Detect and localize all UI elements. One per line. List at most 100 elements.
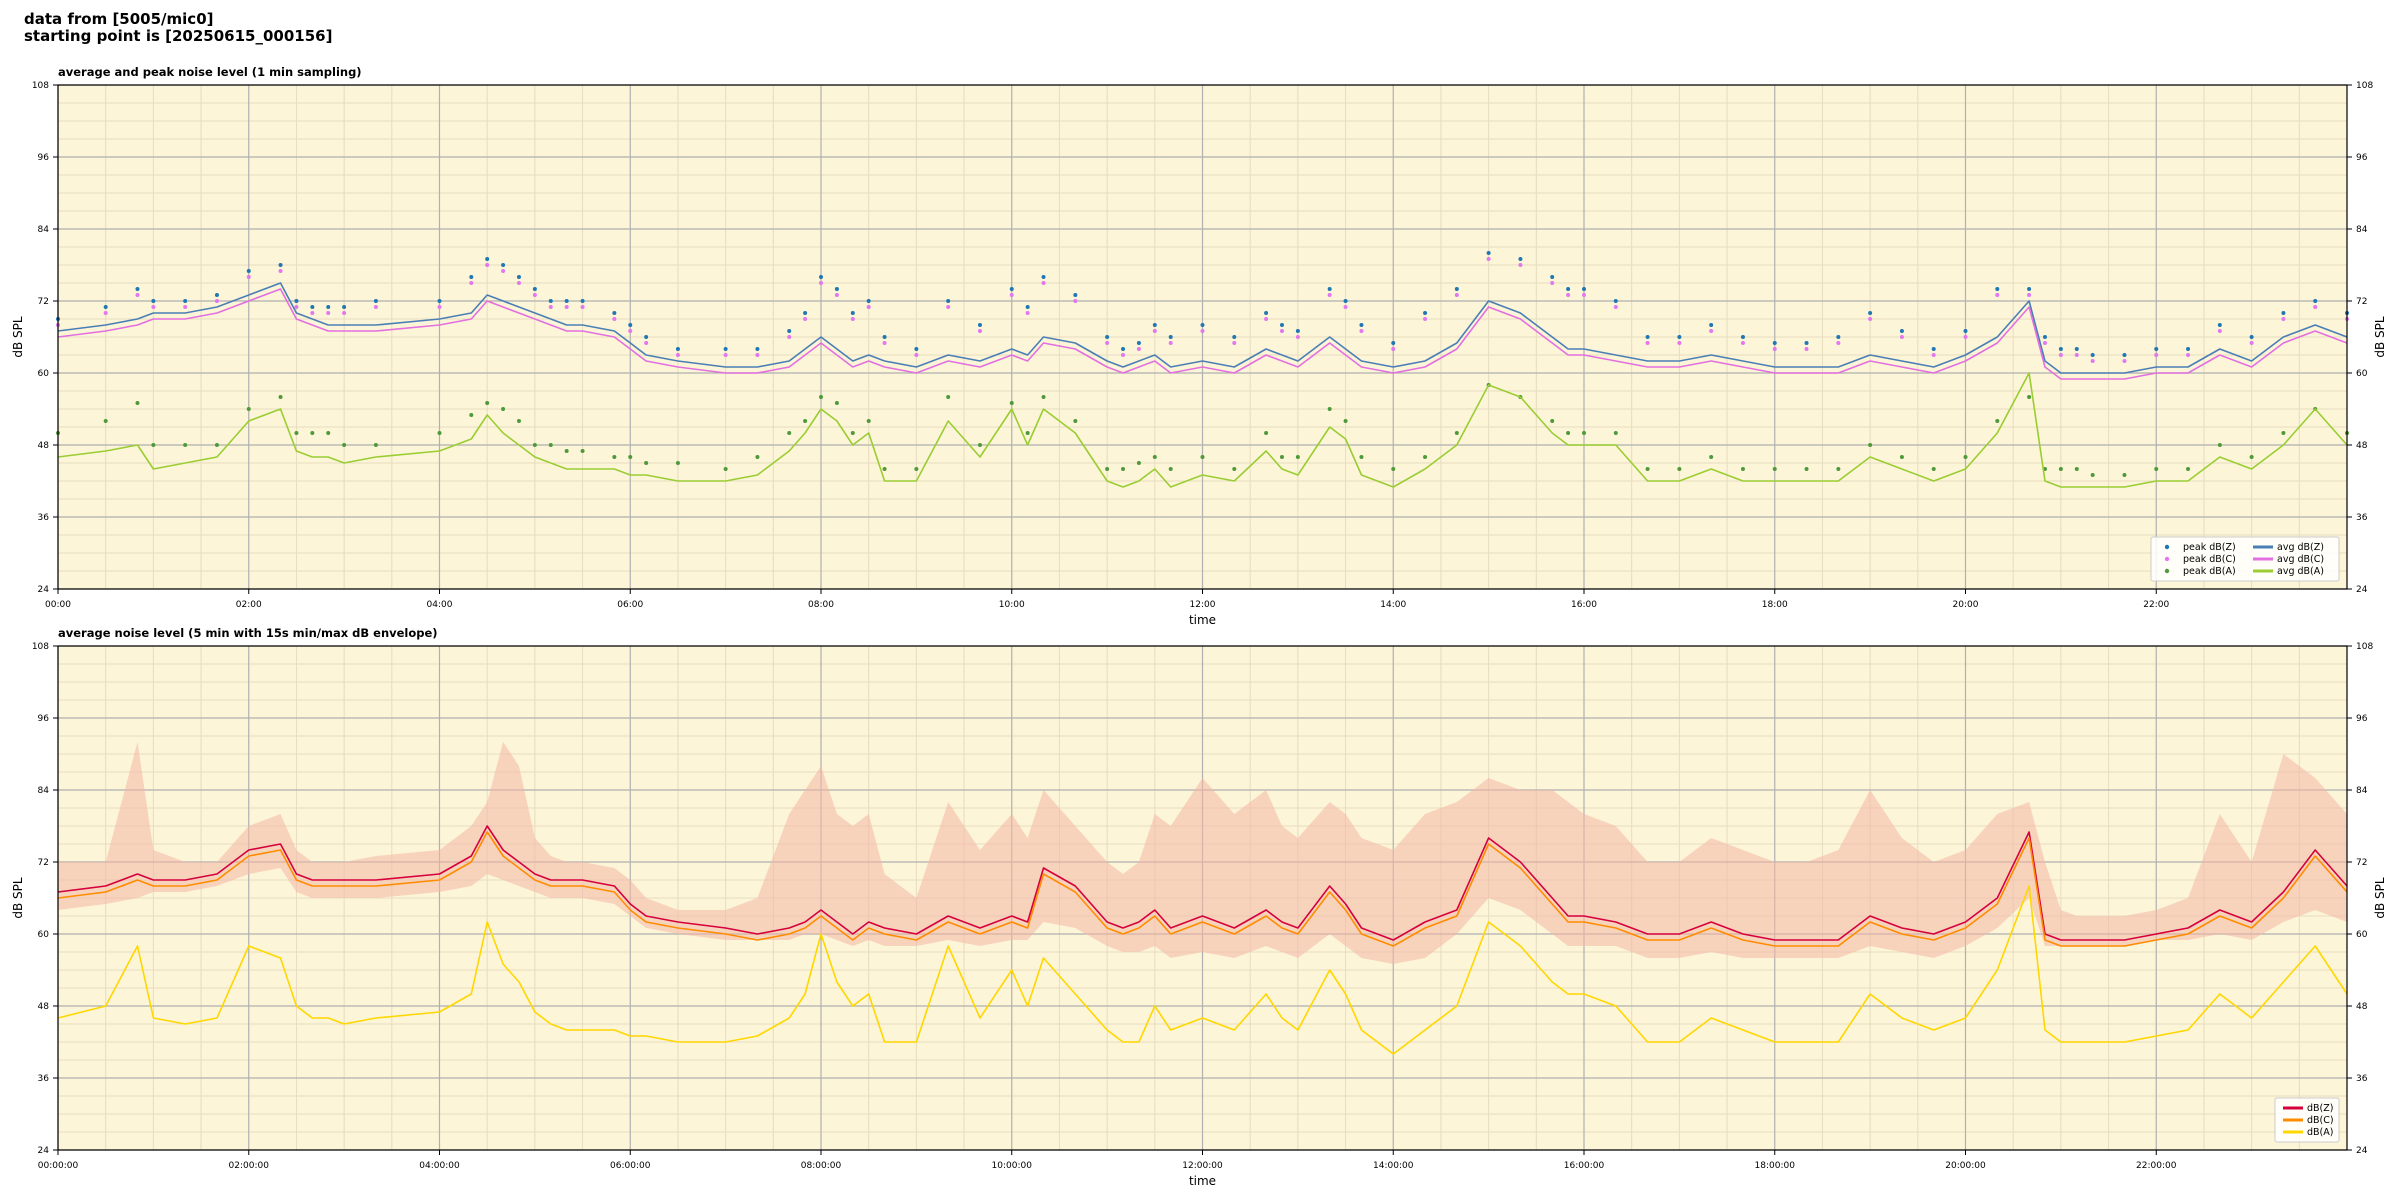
point-peak-db-a xyxy=(1327,407,1332,411)
point-peak-db-a xyxy=(548,443,553,447)
point-peak-db-a xyxy=(834,401,839,405)
point-peak-db-c xyxy=(1009,293,1014,297)
point-peak-db-a xyxy=(214,443,219,447)
point-peak-db-a xyxy=(326,431,331,435)
series-line-db-c xyxy=(57,831,2348,947)
point-peak-db-a xyxy=(1343,419,1348,423)
point-peak-db-c xyxy=(1582,293,1586,297)
point-peak-db-z xyxy=(580,299,585,303)
chart-title: average and peak noise level (1 min samp… xyxy=(58,65,362,79)
point-peak-db-a xyxy=(1566,431,1571,435)
point-peak-db-z xyxy=(946,299,951,303)
point-peak-db-a xyxy=(342,443,347,447)
point-peak-db-a xyxy=(2122,473,2127,477)
y-axis-label-right: dB SPL xyxy=(2373,877,2387,919)
point-peak-db-c xyxy=(2217,329,2222,333)
point-peak-db-c xyxy=(2074,353,2079,357)
point-peak-db-a xyxy=(1677,467,1682,471)
ytick-label-left: 84 xyxy=(38,786,50,796)
point-peak-db-c xyxy=(342,311,347,315)
point-peak-db-c xyxy=(2058,353,2063,357)
point-peak-db-c xyxy=(103,311,108,315)
legend-label-db-a: dB(A) xyxy=(2307,1127,2333,1138)
point-peak-db-c xyxy=(1899,335,1904,339)
point-peak-db-c xyxy=(246,275,251,279)
point-peak-db-c xyxy=(580,305,585,309)
point-peak-db-z xyxy=(2090,353,2095,357)
point-peak-db-a xyxy=(1136,461,1141,465)
point-peak-db-a xyxy=(2058,467,2063,471)
ytick-label-left: 108 xyxy=(32,642,49,652)
point-peak-db-a xyxy=(1073,419,1078,423)
point-peak-db-a xyxy=(437,431,442,435)
point-peak-db-a xyxy=(755,455,760,459)
ytick-label-right: 48 xyxy=(2356,1002,2368,1012)
point-peak-db-a xyxy=(564,449,569,453)
series-line-db-a xyxy=(57,885,2348,1055)
ytick-label-right: 96 xyxy=(2356,153,2368,163)
point-peak-db-c xyxy=(1391,347,1396,351)
point-peak-db-c xyxy=(1423,317,1428,321)
ytick-label-left: 36 xyxy=(38,1074,50,1084)
point-peak-db-c xyxy=(1121,353,1126,357)
point-peak-db-a xyxy=(2074,467,2079,471)
point-peak-db-z xyxy=(1359,323,1364,327)
point-peak-db-c xyxy=(1168,341,1173,345)
point-peak-db-z xyxy=(2249,335,2254,339)
point-peak-db-a xyxy=(1279,455,1284,459)
point-peak-db-z xyxy=(548,299,553,303)
point-peak-db-a xyxy=(2090,473,2095,477)
point-peak-db-a xyxy=(2154,467,2159,471)
xtick-label: 18:00 xyxy=(1762,600,1788,610)
point-peak-db-a xyxy=(675,461,680,465)
point-peak-db-z xyxy=(1343,299,1348,303)
point-peak-db-a xyxy=(1550,419,1555,423)
point-peak-db-a xyxy=(1868,443,1873,447)
point-peak-db-z xyxy=(2281,311,2286,315)
point-peak-db-c xyxy=(644,341,649,345)
point-peak-db-a xyxy=(580,449,585,453)
point-peak-db-c xyxy=(1295,335,1300,339)
series-line-db-z xyxy=(57,825,2348,941)
point-peak-db-z xyxy=(1327,287,1332,291)
ytick-label-right: 60 xyxy=(2356,369,2368,379)
point-peak-db-a xyxy=(977,443,982,447)
point-peak-db-c xyxy=(1995,293,2000,297)
point-peak-db-c xyxy=(866,305,871,309)
legend-marker-peak-db-z xyxy=(2164,544,2170,550)
point-peak-db-c xyxy=(2186,353,2191,357)
point-peak-db-c xyxy=(755,353,760,357)
series-line-avg-db-c xyxy=(57,288,2348,380)
xtick-label: 04:00:00 xyxy=(419,1161,460,1171)
point-peak-db-c xyxy=(1836,341,1841,345)
point-peak-db-z xyxy=(755,347,760,351)
point-peak-db-z xyxy=(1009,287,1014,291)
point-peak-db-z xyxy=(342,305,347,309)
point-peak-db-a xyxy=(1645,467,1650,471)
chart-panel-1: 24 24 36 36 48 48 60 60 72 72 84 84 96 96 108 108 00:00 0… xyxy=(11,65,2387,627)
point-peak-db-z xyxy=(1152,323,1157,327)
point-peak-db-z xyxy=(1025,305,1030,309)
series-peak-db-a xyxy=(56,383,2349,477)
point-peak-db-a xyxy=(310,431,315,435)
point-peak-db-z xyxy=(1295,329,1300,333)
point-peak-db-c xyxy=(723,353,728,357)
point-peak-db-z xyxy=(977,323,982,327)
y-axis-label-left: dB SPL xyxy=(11,877,25,919)
point-peak-db-a xyxy=(1772,467,1777,471)
point-peak-db-c xyxy=(548,305,553,309)
point-peak-db-z xyxy=(850,311,855,315)
ytick-label-right: 84 xyxy=(2356,786,2368,796)
point-peak-db-c xyxy=(2313,305,2318,309)
point-peak-db-z xyxy=(214,293,219,297)
point-peak-db-c xyxy=(373,305,378,309)
point-peak-db-z xyxy=(675,347,680,351)
point-peak-db-z xyxy=(564,299,569,303)
point-peak-db-z xyxy=(1200,323,1205,327)
point-peak-db-z xyxy=(787,329,792,333)
point-peak-db-z xyxy=(1582,287,1586,291)
point-peak-db-c xyxy=(326,311,331,315)
point-peak-db-c xyxy=(1152,329,1157,333)
point-peak-db-z xyxy=(1264,311,1269,315)
